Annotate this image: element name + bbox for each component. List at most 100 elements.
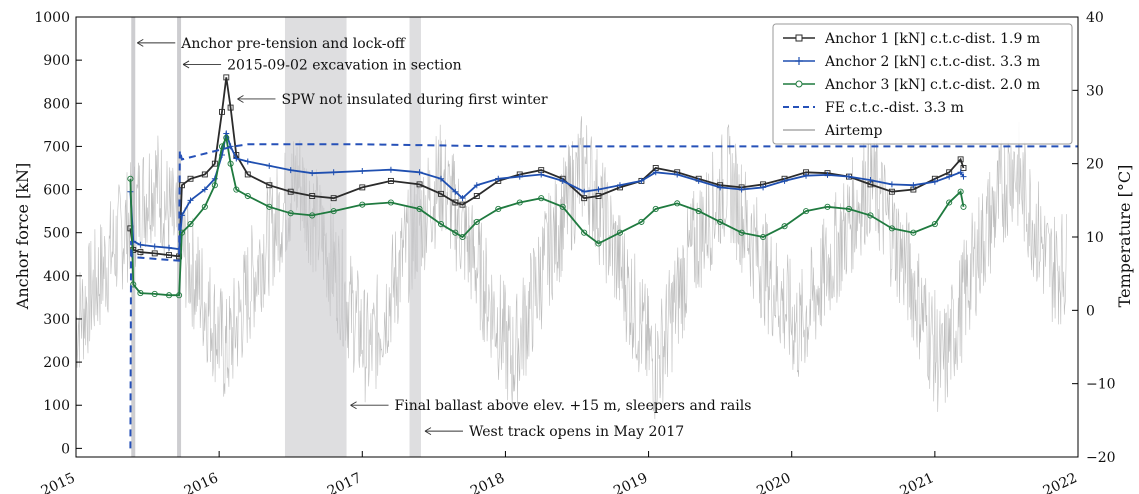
data-point [516, 173, 523, 180]
data-point [201, 186, 208, 193]
legend-item-1: Anchor 2 [kN] c.t.c-dist. 3.3 m [783, 54, 1040, 70]
annotation-arrowhead [237, 95, 244, 103]
annotation-text: Anchor pre-tension and lock-off [180, 36, 406, 52]
data-point [638, 177, 645, 184]
data-point [910, 229, 917, 236]
data-point [266, 203, 273, 210]
data-point [616, 182, 623, 189]
data-point [244, 158, 251, 165]
data-point [638, 218, 645, 225]
data-point [581, 195, 588, 202]
y-tick-label: 800 [43, 96, 70, 112]
data-point [695, 177, 702, 184]
data-point [738, 186, 745, 193]
data-point [309, 193, 316, 199]
data-point [416, 205, 423, 213]
data-point [266, 182, 273, 189]
annotation-0: Anchor pre-tension and lock-off [137, 36, 406, 52]
legend-item-3: FE c.t.c.-dist. 3.3 m [783, 100, 964, 116]
data-point [244, 192, 251, 200]
y2-tick-label: 20 [1086, 157, 1104, 173]
data-point [211, 160, 218, 167]
y-tick-label: 200 [43, 355, 70, 371]
y-tick-label: 300 [43, 312, 70, 328]
data-point [867, 177, 874, 184]
data-point [845, 173, 852, 180]
data-point [824, 203, 831, 210]
data-point [359, 201, 366, 208]
data-point [266, 162, 273, 169]
series-line-2 [129, 134, 965, 297]
data-point [473, 193, 480, 199]
x-tick-label: 2015 [39, 470, 78, 494]
data-point [130, 281, 137, 288]
y-tick-label: 100 [43, 398, 70, 414]
annotation-arrowhead [424, 427, 432, 436]
data-point [538, 195, 545, 202]
series-markers-2 [127, 134, 967, 299]
data-point [738, 229, 745, 236]
y2-tick-label: 0 [1086, 303, 1095, 319]
data-point [151, 243, 158, 250]
x-tick-label: 2022 [1041, 470, 1080, 494]
data-point [244, 171, 251, 178]
data-point [387, 199, 394, 206]
y2-tick-label: 40 [1086, 10, 1104, 26]
data-point [931, 221, 938, 228]
data-point [330, 195, 337, 202]
x-tick-label: 2021 [897, 470, 936, 494]
annotation-text: 2015-09-02 excavation in section [227, 57, 462, 73]
data-point [416, 169, 423, 176]
data-point [201, 171, 208, 178]
y-tick-label: 500 [43, 226, 70, 242]
data-point [211, 182, 218, 189]
annotation-text: Final ballast above elev. +15 m, sleeper… [395, 398, 752, 414]
data-point [595, 186, 602, 193]
data-point [674, 200, 681, 207]
series-markers-1 [127, 130, 967, 253]
legend-label: Anchor 1 [kN] c.t.c-dist. 1.9 m [824, 31, 1040, 47]
legend-box [772, 23, 1073, 145]
legend-item-4: Airtemp [783, 123, 882, 139]
data-point [287, 188, 294, 195]
data-point [223, 134, 230, 141]
data-point [137, 241, 144, 248]
x-tick-label: 2020 [754, 470, 793, 494]
data-point [845, 205, 853, 213]
legend-label: Anchor 2 [kN] c.t.c-dist. 3.3 m [824, 54, 1040, 70]
y2-tick-label: −10 [1086, 377, 1116, 393]
y-tick-label: 400 [43, 269, 70, 285]
data-point [127, 175, 134, 182]
data-point [359, 184, 366, 191]
y2-tick-label: −20 [1086, 450, 1116, 466]
data-point [233, 155, 240, 162]
data-point [287, 210, 294, 217]
annotation-1: 2015-09-02 excavation in section [182, 57, 462, 73]
axes: 0 100 200 300 400 500 600 700 800 900 1000 −20 −10 0 1… [34, 10, 1115, 494]
data-point [178, 182, 185, 189]
annotation-2: SPW not insulated during first winter [237, 92, 548, 108]
data-point [888, 188, 895, 195]
data-point [309, 212, 316, 219]
data-point [595, 193, 602, 199]
data-point [459, 195, 466, 202]
data-point [438, 190, 444, 197]
x-tick-label: 2019 [611, 470, 650, 494]
data-point [495, 205, 502, 213]
y-tick-label: 600 [43, 183, 70, 199]
data-point [452, 229, 459, 236]
data-point [416, 181, 423, 188]
data-point [137, 290, 144, 297]
data-point [473, 218, 480, 225]
data-point [287, 167, 294, 174]
legend: Anchor 1 [kN] c.t.c-dist. 1.9 m Anchor 2 … [772, 23, 1073, 145]
data-point [516, 199, 523, 206]
shaded-periods [131, 17, 421, 457]
data-point [359, 168, 366, 174]
y2-axis-label: Temperature [°C] [1115, 165, 1134, 308]
data-point [452, 188, 459, 195]
shaded-period-0 [284, 17, 347, 457]
data-point [960, 203, 967, 210]
legend-item-2: Anchor 3 [kN] c.t.c-dist. 2.0 m [783, 77, 1040, 93]
